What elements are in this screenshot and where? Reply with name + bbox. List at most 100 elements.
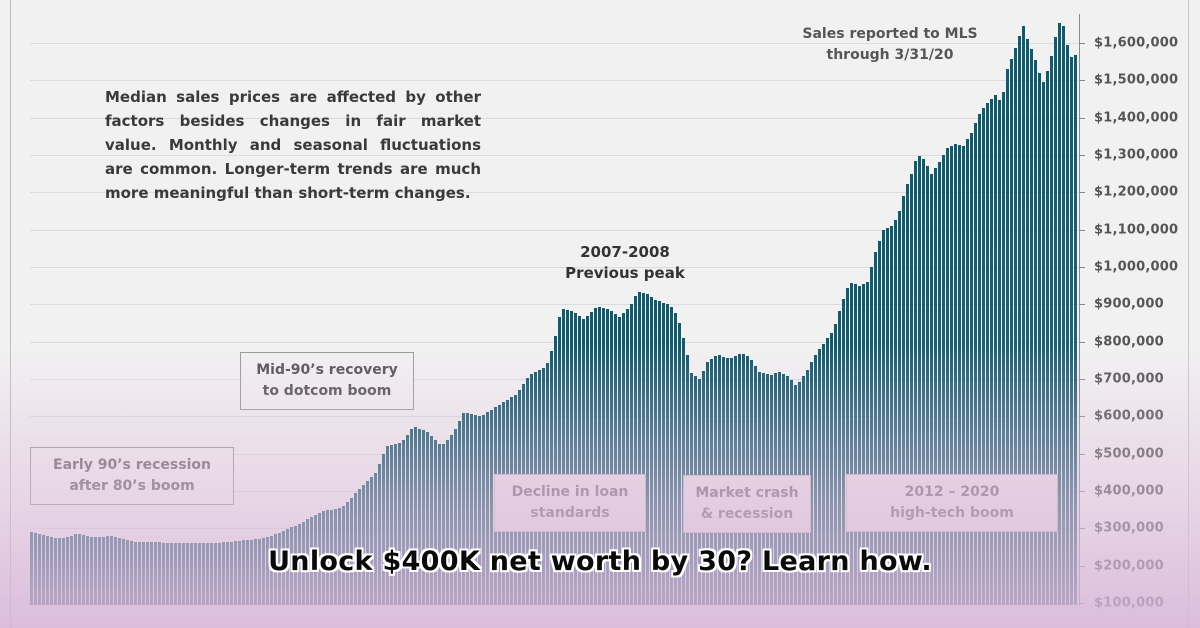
bar — [434, 440, 437, 605]
y-tick — [1079, 230, 1085, 231]
bar — [958, 145, 961, 605]
gridline — [30, 80, 1080, 81]
y-tick — [1079, 454, 1085, 455]
y-tick-label: $1,600,000 — [1094, 35, 1179, 51]
bar — [370, 477, 373, 605]
bar — [362, 485, 365, 605]
box-line: Mid-90’s recovery — [256, 362, 398, 378]
box-line: Early 90’s recession — [53, 457, 211, 473]
annotation-mid-90s: Mid-90’s recovery to dotcom boom — [240, 352, 414, 410]
peak-line2: Previous peak — [565, 264, 685, 282]
bar — [366, 481, 369, 605]
bar — [934, 168, 937, 605]
box-line: 2012 – 2020 — [904, 484, 1000, 500]
y-tick-label: $1,500,000 — [1094, 72, 1179, 88]
y-tick-label: $800,000 — [1094, 334, 1164, 350]
bar — [962, 146, 965, 605]
bar — [1058, 23, 1061, 605]
y-tick — [1079, 342, 1085, 343]
bar — [442, 444, 445, 605]
bar — [450, 435, 453, 605]
y-tick — [1079, 118, 1085, 119]
bar — [410, 429, 413, 605]
y-tick-label: $1,300,000 — [1094, 147, 1179, 163]
y-tick-label: $300,000 — [1094, 520, 1164, 536]
mls-note-line2: through 3/31/20 — [826, 47, 954, 63]
y-tick-label: $400,000 — [1094, 483, 1164, 499]
bar — [390, 445, 393, 605]
bar — [1070, 57, 1073, 605]
y-tick — [1079, 267, 1085, 268]
bar — [1074, 55, 1077, 605]
box-line: high-tech boom — [890, 505, 1014, 521]
y-tick-label: $900,000 — [1094, 296, 1164, 312]
bar — [906, 184, 909, 605]
y-tick — [1079, 80, 1085, 81]
bar — [386, 446, 389, 605]
bar — [406, 435, 409, 605]
bar — [938, 162, 941, 605]
y-tick-label: $1,200,000 — [1094, 184, 1179, 200]
bar — [394, 444, 397, 605]
bar — [422, 430, 425, 605]
peak-line1: 2007-2008 — [580, 243, 670, 261]
y-tick — [1079, 603, 1085, 604]
y-tick — [1079, 43, 1085, 44]
bar — [942, 155, 945, 605]
bar — [374, 473, 377, 605]
chart-note: Median sales prices are affected by othe… — [105, 88, 481, 202]
y-tick — [1079, 491, 1085, 492]
y-tick — [1079, 155, 1085, 156]
annotation-market-crash: Market crash & recession — [683, 475, 811, 533]
y-tick — [1079, 379, 1085, 380]
y-tick — [1079, 192, 1085, 193]
y-tick-label: $1,400,000 — [1094, 110, 1179, 126]
bar — [426, 432, 429, 605]
bar — [1062, 26, 1065, 605]
previous-peak-label: 2007-2008 Previous peak — [540, 242, 710, 284]
bar — [902, 196, 905, 605]
bar — [378, 464, 381, 605]
bar — [418, 429, 421, 605]
bar — [458, 421, 461, 605]
bar — [946, 148, 949, 605]
y-tick-label: $100,000 — [1094, 595, 1164, 611]
bar — [454, 429, 457, 605]
y-tick — [1079, 416, 1085, 417]
bar — [398, 443, 401, 605]
bar — [966, 139, 969, 605]
bar — [970, 133, 973, 605]
y-tick-label: $700,000 — [1094, 371, 1164, 387]
bar — [430, 436, 433, 605]
bar — [446, 440, 449, 605]
bar — [414, 427, 417, 605]
box-line: & recession — [700, 506, 794, 522]
box-line: Decline in loan — [511, 484, 629, 500]
bar — [918, 156, 921, 605]
y-axis-line — [1079, 14, 1080, 606]
y-tick-label: $600,000 — [1094, 408, 1164, 424]
mls-note: Sales reported to MLS through 3/31/20 — [790, 24, 990, 66]
bar — [954, 144, 957, 605]
bar — [926, 166, 929, 605]
bar — [922, 159, 925, 605]
promo-headline-link[interactable]: Unlock $400K net worth by 30? Learn how. — [268, 546, 932, 577]
chart-left-border — [10, 0, 11, 628]
bar — [930, 174, 933, 605]
y-tick — [1079, 304, 1085, 305]
bar — [910, 174, 913, 605]
box-line: to dotcom boom — [262, 383, 392, 399]
annotation-loan-standards: Decline in loan standards — [494, 474, 646, 532]
y-tick-label: $1,100,000 — [1094, 222, 1179, 238]
y-tick-label: $500,000 — [1094, 446, 1164, 462]
bar — [914, 161, 917, 605]
bar — [974, 123, 977, 605]
y-tick-label: $1,000,000 — [1094, 259, 1179, 275]
annotation-high-tech-boom: 2012 – 2020 high-tech boom — [846, 474, 1058, 532]
bar — [438, 444, 441, 605]
chart-right-border — [1188, 0, 1189, 628]
mls-note-line1: Sales reported to MLS — [802, 26, 978, 42]
bar — [1066, 45, 1069, 605]
y-tick — [1079, 528, 1085, 529]
